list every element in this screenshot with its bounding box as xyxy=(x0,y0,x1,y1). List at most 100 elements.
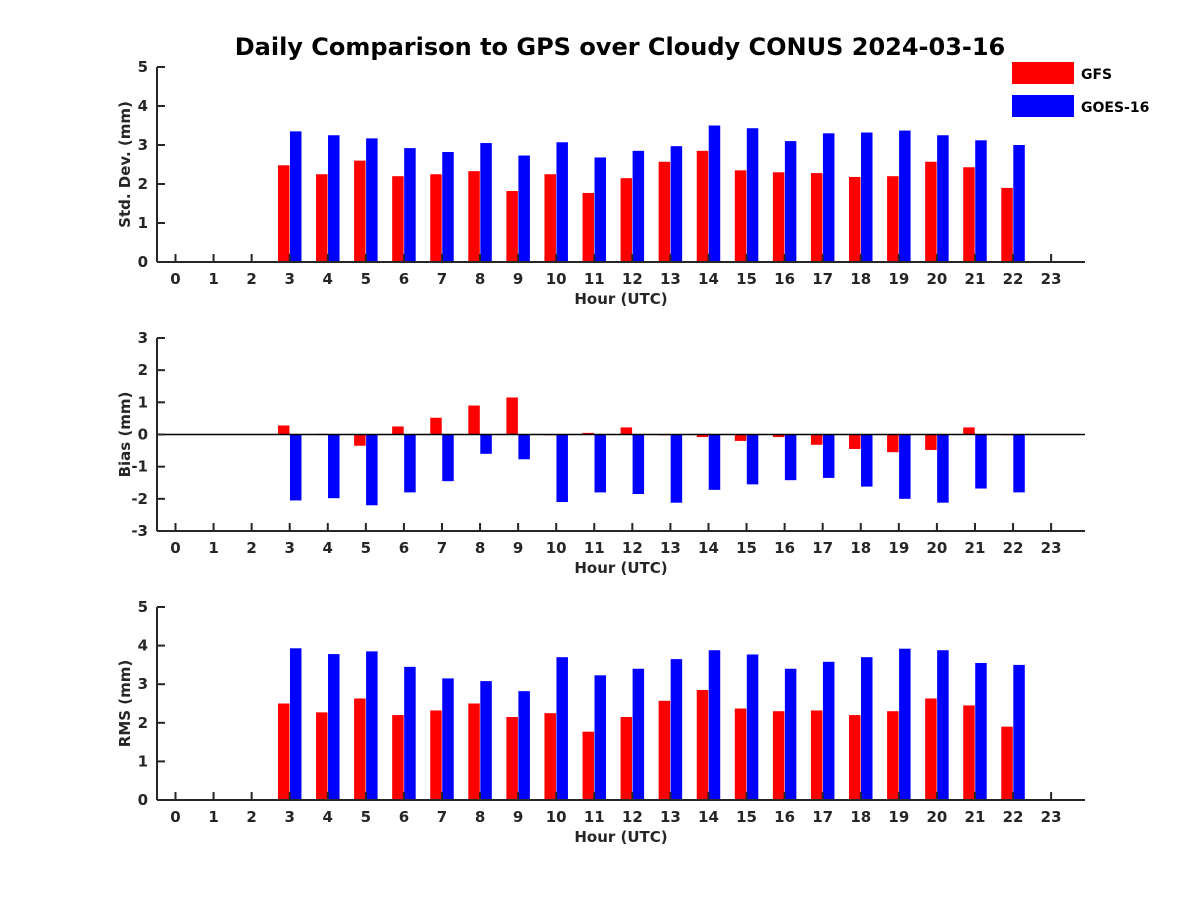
y-tick-label: 1 xyxy=(138,752,148,770)
x-tick-label: 4 xyxy=(323,808,333,826)
bar-gfs-21 xyxy=(963,705,975,800)
bar-goes16-12 xyxy=(632,668,645,800)
bar-goes16-16 xyxy=(784,141,797,262)
bar-gfs-7 xyxy=(430,417,442,435)
x-tick-label: 18 xyxy=(850,270,871,288)
bar-goes16-20 xyxy=(937,650,949,800)
x-tick-label: 9 xyxy=(513,270,523,288)
bar-goes16-12 xyxy=(632,434,645,495)
bar-gfs-17 xyxy=(810,710,823,800)
bar-gfs-15 xyxy=(734,708,747,800)
x-tick-label: 21 xyxy=(965,539,986,557)
bar-gfs-13 xyxy=(658,161,671,262)
x-tick-label: 8 xyxy=(475,539,485,557)
bar-gfs-15 xyxy=(734,170,747,262)
x-tick-label: 5 xyxy=(361,270,371,288)
bar-goes16-17 xyxy=(822,661,835,800)
x-tick-label: 12 xyxy=(622,539,643,557)
bar-gfs-20 xyxy=(925,434,937,450)
x-tick-label: 13 xyxy=(660,808,681,826)
bar-goes16-16 xyxy=(784,434,797,481)
bar-gfs-14 xyxy=(696,434,709,438)
bar-goes16-21 xyxy=(975,434,987,489)
bar-gfs-20 xyxy=(925,161,937,262)
x-tick-label: 4 xyxy=(323,270,333,288)
bar-goes16-19 xyxy=(899,434,911,499)
bar-gfs-6 xyxy=(392,176,404,262)
x-tick-label: 7 xyxy=(437,808,447,826)
bar-gfs-19 xyxy=(887,434,899,453)
x-tick-label: 1 xyxy=(208,808,218,826)
bar-gfs-18 xyxy=(849,715,861,800)
bar-gfs-8 xyxy=(468,171,480,262)
x-tick-label: 0 xyxy=(170,808,180,826)
x-tick-label: 14 xyxy=(698,539,719,557)
bar-goes16-18 xyxy=(861,132,873,262)
x-tick-label: 7 xyxy=(437,270,447,288)
x-tick-label: 17 xyxy=(812,808,833,826)
x-tick-label: 3 xyxy=(284,808,294,826)
x-tick-label: 12 xyxy=(622,808,643,826)
bar-goes16-3 xyxy=(289,131,302,262)
x-tick-label: 15 xyxy=(736,539,757,557)
x-tick-label: 10 xyxy=(546,539,567,557)
x-tick-label: 21 xyxy=(965,808,986,826)
bar-gfs-18 xyxy=(849,176,861,262)
bar-goes16-21 xyxy=(975,140,987,262)
bar-gfs-17 xyxy=(810,173,823,262)
bar-goes16-12 xyxy=(632,150,645,262)
y-tick-label: 3 xyxy=(138,329,148,347)
bar-gfs-6 xyxy=(392,426,404,435)
x-tick-label: 17 xyxy=(812,539,833,557)
x-tick-label: 5 xyxy=(361,539,371,557)
legend-label-gfs: GFS xyxy=(1081,67,1112,83)
x-tick-label: 8 xyxy=(475,270,485,288)
x-tick-label: 16 xyxy=(774,808,795,826)
bar-goes16-4 xyxy=(328,434,340,499)
y-tick-label: 3 xyxy=(138,675,148,693)
bar-goes16-16 xyxy=(784,668,797,800)
bar-goes16-5 xyxy=(366,651,378,800)
x-tick-label: 2 xyxy=(246,270,256,288)
x-tick-label: 12 xyxy=(622,270,643,288)
bar-goes16-21 xyxy=(975,662,987,800)
legend-swatch-goes16 xyxy=(1012,95,1074,117)
x-tick-label: 22 xyxy=(1003,808,1024,826)
x-tick-label: 10 xyxy=(546,808,567,826)
bar-goes16-22 xyxy=(1013,664,1025,800)
x-tick-label: 22 xyxy=(1003,539,1024,557)
x-tick-label: 15 xyxy=(736,808,757,826)
y-tick-label: 0 xyxy=(138,253,148,271)
bar-gfs-12 xyxy=(620,427,633,435)
legend-swatch-gfs xyxy=(1012,62,1074,84)
bar-gfs-10 xyxy=(544,174,556,262)
bar-goes16-6 xyxy=(404,434,416,493)
bar-goes16-3 xyxy=(289,648,302,800)
x-tick-label: 9 xyxy=(513,539,523,557)
bar-gfs-3 xyxy=(277,425,290,435)
bar-goes16-10 xyxy=(556,142,568,262)
bar-gfs-11 xyxy=(582,731,595,800)
bar-gfs-21 xyxy=(963,167,975,262)
bar-gfs-15 xyxy=(734,434,747,441)
y-tick-label: 0 xyxy=(138,791,148,809)
x-tick-label: 17 xyxy=(812,270,833,288)
y-tick-label: -2 xyxy=(131,490,148,508)
bar-goes16-9 xyxy=(518,434,530,460)
bar-gfs-8 xyxy=(468,405,480,435)
bar-gfs-11 xyxy=(582,192,595,262)
bar-goes16-15 xyxy=(746,128,759,262)
bar-goes16-4 xyxy=(328,654,340,800)
bar-gfs-22 xyxy=(1001,187,1013,262)
bar-gfs-19 xyxy=(887,176,899,262)
bar-goes16-14 xyxy=(708,434,721,490)
bar-goes16-18 xyxy=(861,434,873,487)
bar-gfs-22 xyxy=(1001,726,1013,800)
x-tick-label: 4 xyxy=(323,539,333,557)
x-tick-label: 3 xyxy=(284,539,294,557)
bar-gfs-5 xyxy=(354,434,366,446)
